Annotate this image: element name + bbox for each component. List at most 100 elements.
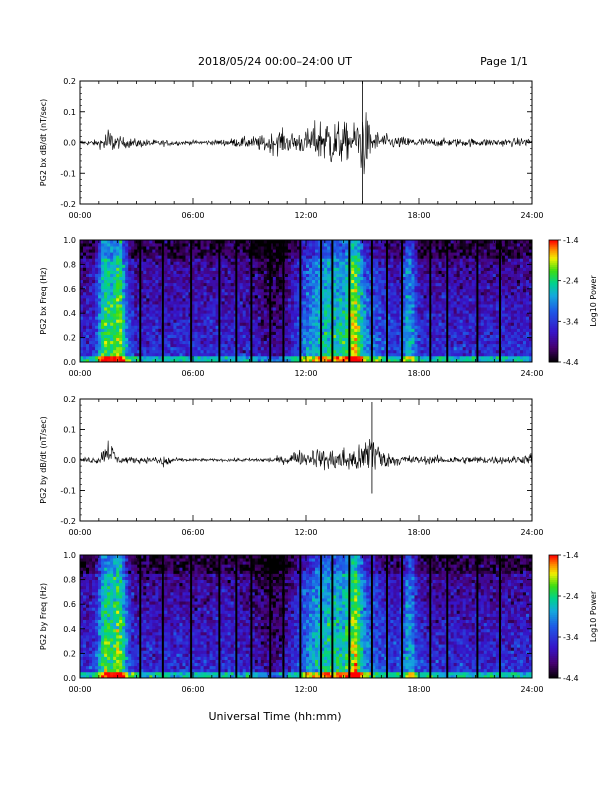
- spectrogram-cell: [450, 313, 455, 317]
- spectrogram-cell: [251, 340, 256, 345]
- spectrogram-cell: [450, 279, 455, 284]
- spectrogram-cell: [342, 288, 346, 293]
- spectrogram-cell: [200, 337, 204, 342]
- spectrogram-cell: [315, 285, 319, 290]
- spectrogram-cell: [302, 340, 307, 345]
- spectrogram-cell: [284, 301, 289, 305]
- spectrogram-cell: [351, 276, 355, 281]
- spectrogram-cell: [206, 322, 210, 326]
- spectrogram-cell: [351, 297, 355, 302]
- spectrogram-cell: [366, 334, 370, 338]
- spectrogram-cell: [405, 255, 409, 259]
- spectrogram-cell: [128, 297, 132, 302]
- spectrogram-cell: [254, 343, 259, 348]
- spectrogram-cell: [104, 285, 108, 290]
- spectrogram-cell: [402, 291, 406, 296]
- spectrogram-cell: [333, 346, 337, 351]
- spectrogram-cell: [269, 319, 274, 323]
- spectrogram-cell: [387, 301, 391, 305]
- spectrogram-cell: [80, 282, 84, 287]
- spectrogram-cell: [104, 310, 108, 314]
- spectrogram-cell: [221, 319, 226, 323]
- spectrogram-cell: [119, 334, 123, 338]
- spectrogram-cell: [104, 355, 108, 360]
- spectrogram-cell: [110, 267, 114, 271]
- spectrogram-cell: [432, 322, 436, 326]
- spectrogram-cell: [414, 249, 418, 253]
- spectrogram-cell: [357, 340, 361, 345]
- spectrogram-cell: [417, 343, 421, 348]
- spectrogram-cell: [339, 352, 343, 357]
- spectrogram-cell: [206, 346, 210, 351]
- spectrogram-cell: [254, 288, 259, 293]
- spectrogram-cell: [251, 322, 256, 326]
- spectrogram-cell: [200, 352, 204, 357]
- spectrogram-cell: [206, 310, 210, 314]
- spectrogram-cell: [143, 249, 147, 253]
- spectrogram-cell: [312, 304, 316, 308]
- spectrogram-cell: [122, 243, 126, 247]
- spectrogram-cell: [80, 310, 84, 314]
- spectrogram-cell: [363, 304, 367, 308]
- spectrogram-cell: [287, 285, 292, 290]
- spectrogram-cell: [101, 261, 105, 265]
- spectrogram-cell: [245, 316, 250, 320]
- spectrogram-cell: [155, 288, 159, 293]
- spectrogram-cell: [336, 358, 340, 363]
- spectrogram-cell: [327, 313, 331, 317]
- spectrogram-cell: [113, 258, 117, 262]
- spectrogram-cell: [306, 249, 310, 253]
- spectrogram-cell: [342, 319, 346, 323]
- spectrogram-cell: [236, 307, 241, 311]
- spectrogram-cell: [116, 343, 120, 348]
- spectrogram-cell: [441, 310, 446, 314]
- spectrogram-cell: [390, 328, 394, 332]
- spectrogram-cell: [143, 282, 147, 287]
- spectrogram-cell: [266, 340, 271, 345]
- spectrogram-cell: [164, 307, 168, 311]
- spectrogram-cell: [119, 325, 123, 329]
- spectrogram-cell: [324, 307, 328, 311]
- spectrogram-cell: [140, 322, 144, 326]
- spectrogram-cell: [131, 325, 135, 329]
- spectrogram-cell: [360, 297, 364, 302]
- spectrogram-cell: [441, 304, 446, 308]
- spectrogram-cell: [197, 301, 201, 305]
- spectrogram-cell: [336, 328, 340, 332]
- spectrogram-cell: [293, 261, 298, 265]
- spectrogram-cell: [131, 337, 135, 342]
- spectrogram-cell: [197, 273, 201, 277]
- spectrogram-cell: [227, 276, 232, 281]
- spectrogram-cell: [83, 340, 87, 345]
- spectrogram-cell: [158, 322, 162, 326]
- spectrogram-cell: [296, 261, 301, 265]
- spectrogram-cell: [438, 258, 442, 262]
- spectrogram-cell: [182, 352, 186, 357]
- spectrogram-cell: [327, 346, 331, 351]
- spectrogram-cell: [438, 288, 442, 293]
- spectrogram-cell: [405, 273, 409, 277]
- spectrogram-cell: [324, 258, 328, 262]
- spectrogram-cell: [411, 261, 415, 265]
- spectrogram-cell: [450, 270, 455, 274]
- spectrogram-cell: [333, 313, 337, 317]
- spectrogram-cell: [179, 331, 183, 335]
- spectrogram-cell: [299, 246, 304, 250]
- spectrogram-cell: [417, 297, 421, 302]
- spectrogram-cell: [306, 279, 310, 284]
- spectrogram-cell: [209, 264, 213, 268]
- spectrogram-cell: [327, 288, 331, 293]
- spectrogram-cell: [426, 252, 430, 256]
- spectrogram-cell: [287, 310, 292, 314]
- spectrogram-cell: [98, 343, 102, 348]
- spectrogram-cell: [306, 282, 310, 287]
- spectrogram-cell: [290, 349, 295, 354]
- spectrogram-cell: [263, 273, 268, 277]
- spectrogram-cell: [170, 243, 174, 247]
- spectrogram-cell: [309, 349, 313, 354]
- spectrogram-cell: [435, 270, 439, 274]
- spectrogram-cell: [113, 261, 117, 265]
- spectrogram-cell: [239, 355, 244, 360]
- spectrogram-cell: [333, 243, 337, 247]
- spectrogram-cell: [402, 313, 406, 317]
